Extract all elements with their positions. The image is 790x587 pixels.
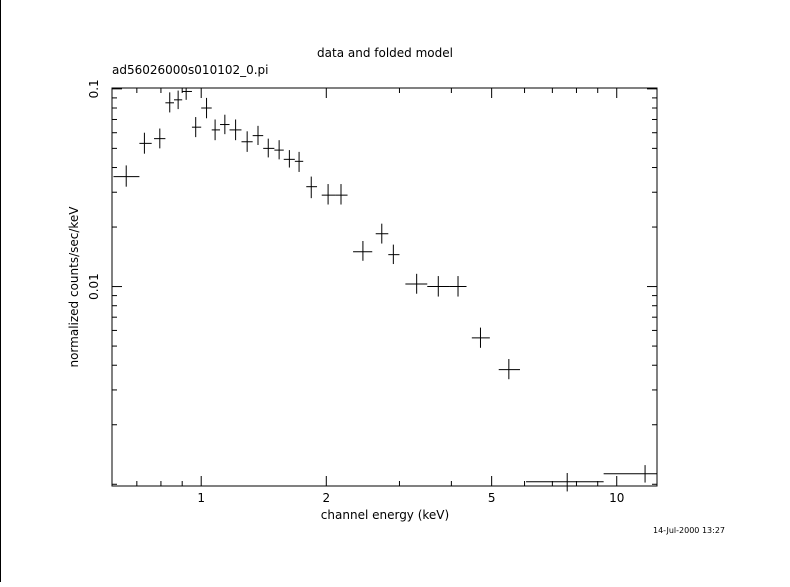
data-point <box>427 276 450 297</box>
data-point <box>449 276 467 297</box>
x-axis-ticks: 1 2 5 10 <box>136 88 624 505</box>
data-point <box>211 119 221 141</box>
data-point <box>335 184 348 205</box>
data-point <box>154 128 166 149</box>
data-point <box>229 119 242 141</box>
data-point <box>139 132 152 154</box>
data-point <box>252 125 264 146</box>
data-points <box>113 88 657 492</box>
data-point <box>306 176 318 199</box>
x-tick-label: 5 <box>488 491 496 505</box>
x-axis-label: channel energy (keV) <box>321 508 449 522</box>
data-point <box>388 244 400 265</box>
x-tick-label: 10 <box>609 491 624 505</box>
data-point <box>526 473 604 492</box>
data-point <box>294 151 304 172</box>
data-point <box>241 131 253 152</box>
data-point <box>263 138 275 158</box>
data-point <box>220 114 230 135</box>
data-point <box>191 117 202 138</box>
data-point <box>165 92 174 113</box>
y-tick-label: 0.1 <box>87 79 101 98</box>
data-point <box>274 140 284 160</box>
timestamp: 14-Jul-2000 13:27 <box>653 526 725 535</box>
chart-title: data and folded model <box>317 46 453 60</box>
chart-subtitle: ad56026000s010102_0.pi <box>112 63 269 77</box>
data-point <box>173 90 183 110</box>
data-point <box>353 240 373 261</box>
y-tick-label: 0.01 <box>87 273 101 300</box>
data-point <box>283 150 295 168</box>
data-point <box>471 327 490 348</box>
data-point <box>201 97 212 119</box>
data-point <box>182 88 192 100</box>
data-point <box>603 465 657 483</box>
data-point <box>113 165 140 187</box>
x-tick-label: 1 <box>197 491 205 505</box>
y-axis-label: normalized counts/sec/keV <box>67 206 81 368</box>
data-point <box>498 359 520 380</box>
data-point <box>321 184 336 205</box>
x-tick-label: 2 <box>322 491 330 505</box>
plot-frame <box>111 87 658 487</box>
data-point <box>405 273 428 294</box>
data-point <box>375 223 389 244</box>
y-axis-ticks: 0.1 0.01 <box>87 79 657 485</box>
